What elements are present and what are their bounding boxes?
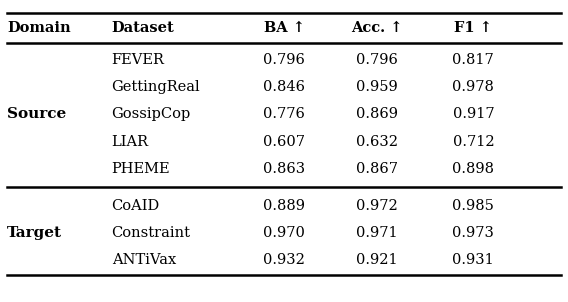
Text: FEVER: FEVER (111, 53, 165, 67)
Text: Acc. ↑: Acc. ↑ (352, 21, 403, 35)
Text: 0.931: 0.931 (453, 253, 494, 267)
Text: 0.932: 0.932 (263, 253, 305, 267)
Text: 0.869: 0.869 (356, 107, 398, 121)
Text: LIAR: LIAR (111, 135, 149, 149)
Text: PHEME: PHEME (111, 162, 170, 176)
Text: 0.985: 0.985 (452, 199, 494, 213)
Text: F1 ↑: F1 ↑ (454, 21, 492, 35)
Text: 0.776: 0.776 (263, 107, 305, 121)
Text: Dataset: Dataset (111, 21, 174, 35)
Text: 0.959: 0.959 (356, 80, 398, 94)
Text: 0.712: 0.712 (453, 135, 494, 149)
Text: 0.972: 0.972 (356, 199, 398, 213)
Text: 0.917: 0.917 (453, 107, 494, 121)
Text: 0.898: 0.898 (452, 162, 494, 176)
Text: 0.796: 0.796 (263, 53, 305, 67)
Text: Source: Source (7, 107, 66, 121)
Text: 0.867: 0.867 (356, 162, 398, 176)
Text: 0.973: 0.973 (452, 226, 494, 240)
Text: Target: Target (7, 226, 62, 240)
Text: 0.978: 0.978 (452, 80, 494, 94)
Text: Domain: Domain (7, 21, 70, 35)
Text: GossipCop: GossipCop (111, 107, 191, 121)
Text: CoAID: CoAID (111, 199, 160, 213)
Text: 0.971: 0.971 (357, 226, 398, 240)
Text: 0.817: 0.817 (453, 53, 494, 67)
Text: 0.632: 0.632 (356, 135, 398, 149)
Text: 0.863: 0.863 (263, 162, 305, 176)
Text: GettingReal: GettingReal (111, 80, 201, 94)
Text: Constraint: Constraint (111, 226, 191, 240)
Text: BA ↑: BA ↑ (264, 21, 304, 35)
Text: 0.921: 0.921 (357, 253, 398, 267)
Text: 0.846: 0.846 (263, 80, 305, 94)
Text: ANTiVax: ANTiVax (111, 253, 176, 267)
Text: 0.796: 0.796 (356, 53, 398, 67)
Text: 0.607: 0.607 (263, 135, 305, 149)
Text: 0.970: 0.970 (263, 226, 305, 240)
Text: 0.889: 0.889 (263, 199, 305, 213)
